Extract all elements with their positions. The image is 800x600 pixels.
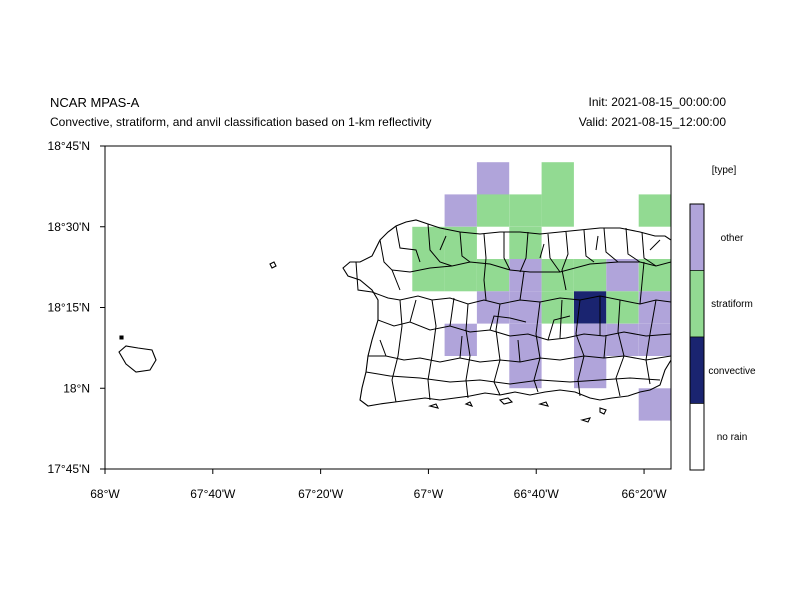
cell-stratiform xyxy=(476,259,510,292)
lon-tick-label: 67°40'W xyxy=(190,487,236,501)
cell-stratiform xyxy=(736,130,768,162)
lon-tick-label: 68°W xyxy=(90,487,120,501)
cell-stratiform xyxy=(541,162,574,195)
legend-label-no-rain: no rain xyxy=(717,432,748,443)
cell-other xyxy=(476,162,510,195)
lon-tick-label: 66°40'W xyxy=(514,487,560,501)
lat-tick-label: 18°30'N xyxy=(48,220,90,234)
cell-other xyxy=(574,355,607,389)
lat-tick-label: 17°45'N xyxy=(48,462,90,476)
cell-other xyxy=(509,291,542,324)
cell-other xyxy=(638,388,671,421)
legend-swatch xyxy=(689,403,705,471)
cell-stratiform xyxy=(736,324,768,356)
legend-label-stratiform: stratiform xyxy=(711,299,753,310)
latitude-axis: 18°45'N 18°30'N 18°15'N 18°N 17°45'N xyxy=(48,139,105,476)
cell-stratiform xyxy=(703,324,735,356)
cell-other xyxy=(638,323,671,356)
lon-tick-label: 67°20'W xyxy=(298,487,344,501)
legend-swatch xyxy=(689,270,705,338)
lon-tick-label: 67°W xyxy=(414,487,444,501)
cell-other xyxy=(574,323,607,356)
cell-stratiform xyxy=(638,194,671,227)
cell-other xyxy=(606,259,639,292)
map-title: NCAR MPAS-A xyxy=(50,95,140,110)
cell-other xyxy=(509,259,542,292)
cell-stratiform xyxy=(541,194,574,227)
lon-tick-label: 66°20'W xyxy=(621,487,667,501)
valid-time: Valid: 2021-08-15_12:00:00 xyxy=(578,115,726,129)
lat-tick-label: 18°15'N xyxy=(48,301,90,315)
lat-tick-label: 18°45'N xyxy=(48,139,90,153)
cell-other xyxy=(444,194,477,227)
cell-stratiform xyxy=(509,194,542,227)
cell-stratiform xyxy=(541,291,574,324)
cell-stratiform xyxy=(412,259,445,292)
longitude-axis: 68°W 67°40'W 67°20'W 67°W 66°40'W 66°20'W xyxy=(90,469,667,501)
legend-swatch xyxy=(689,203,705,271)
cell-stratiform xyxy=(476,194,510,227)
init-time: Init: 2021-08-15_00:00:00 xyxy=(588,95,726,109)
cell-stratiform xyxy=(541,259,574,292)
map-subtitle: Convective, stratiform, and anvil classi… xyxy=(50,115,432,129)
cell-stratiform xyxy=(606,291,639,324)
legend-label-convective: convective xyxy=(708,366,756,377)
legend-swatch xyxy=(689,336,705,404)
coastline xyxy=(118,219,671,423)
legend-label-other: other xyxy=(721,233,744,244)
legend: [type] other stratiform convective no ra… xyxy=(689,165,756,471)
legend-title: [type] xyxy=(712,165,737,176)
municipal-boundaries xyxy=(355,223,671,403)
legend-frame xyxy=(689,203,705,471)
lat-tick-label: 18°N xyxy=(63,381,90,395)
